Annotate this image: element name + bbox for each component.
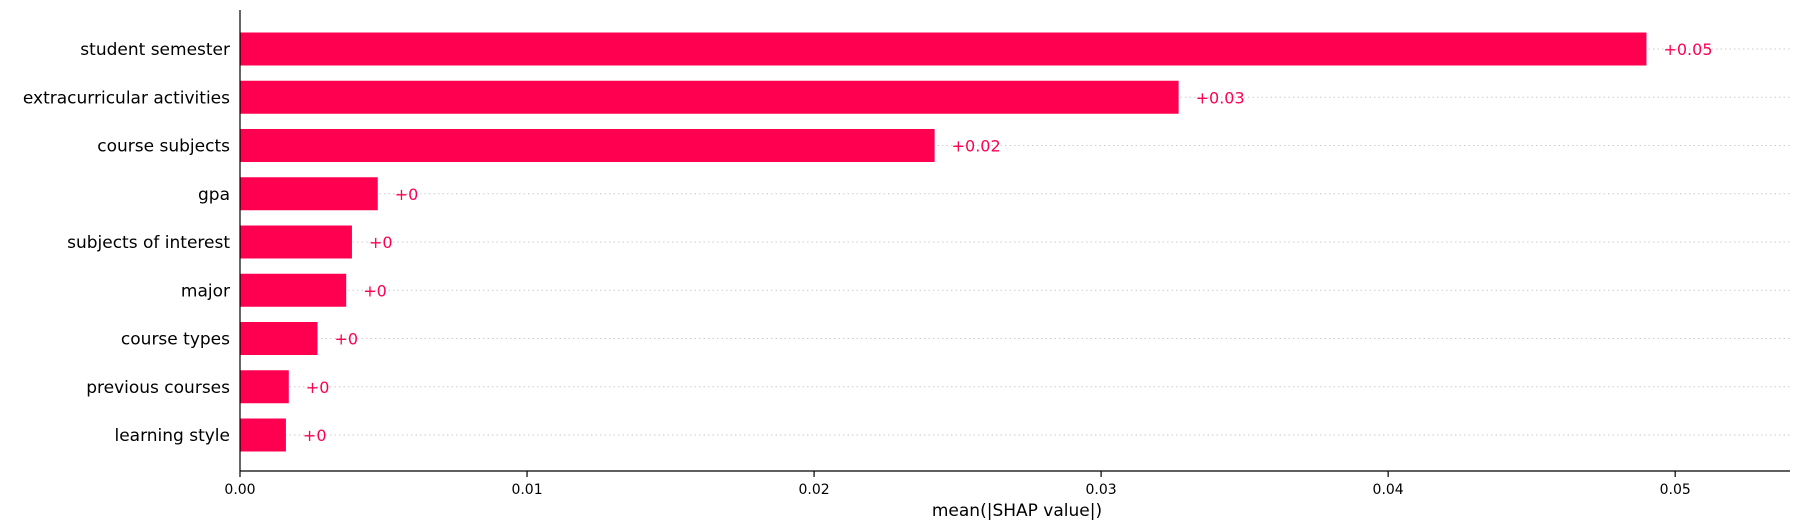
value-label: +0 — [363, 281, 387, 300]
category-label: previous courses — [86, 378, 230, 398]
bar-course-subjects — [240, 129, 935, 162]
category-labels: student semester extracurricular activiti… — [23, 40, 230, 446]
value-label: +0 — [369, 233, 393, 252]
value-label: +0 — [335, 330, 359, 349]
bars — [240, 32, 1647, 452]
bar-subjects-of-interest — [240, 225, 352, 259]
value-label: +0 — [306, 378, 330, 397]
category-label: gpa — [198, 185, 230, 205]
category-label: major — [181, 281, 230, 301]
x-tick-label: 0.05 — [1660, 482, 1691, 498]
x-tick-label: 0.04 — [1373, 482, 1404, 498]
category-label: extracurricular activities — [23, 88, 230, 108]
x-tick-label: 0.01 — [511, 482, 542, 498]
bar-learning-style — [240, 418, 286, 452]
x-tick-label: 0.03 — [1086, 482, 1117, 498]
value-label: +0.02 — [952, 137, 1001, 156]
category-label: course types — [121, 330, 230, 350]
category-label: student semester — [80, 40, 230, 60]
category-label: learning style — [114, 426, 230, 446]
bar-extracurricular-activities — [240, 80, 1179, 114]
value-label: +0 — [395, 185, 419, 204]
x-tick-label: 0.00 — [224, 482, 255, 498]
category-label: subjects of interest — [67, 233, 230, 253]
bar-previous-courses — [240, 370, 289, 404]
bar-course-types — [240, 322, 318, 355]
value-label: +0.03 — [1196, 88, 1245, 107]
bar-major — [240, 273, 347, 307]
x-tick-label: 0.02 — [798, 482, 829, 498]
bar-gpa — [240, 177, 378, 211]
x-axis-label: mean(|SHAP value|) — [932, 501, 1102, 521]
value-label: +0.05 — [1663, 40, 1712, 59]
value-labels: +0.05 +0.03 +0.02 +0 +0 +0 +0 +0 +0 — [303, 40, 1713, 445]
axes: 0.00 0.01 0.02 0.03 0.04 0.05 — [224, 10, 1790, 498]
bar-student-semester — [240, 32, 1647, 66]
value-label: +0 — [303, 426, 327, 445]
category-label: course subjects — [97, 137, 230, 157]
